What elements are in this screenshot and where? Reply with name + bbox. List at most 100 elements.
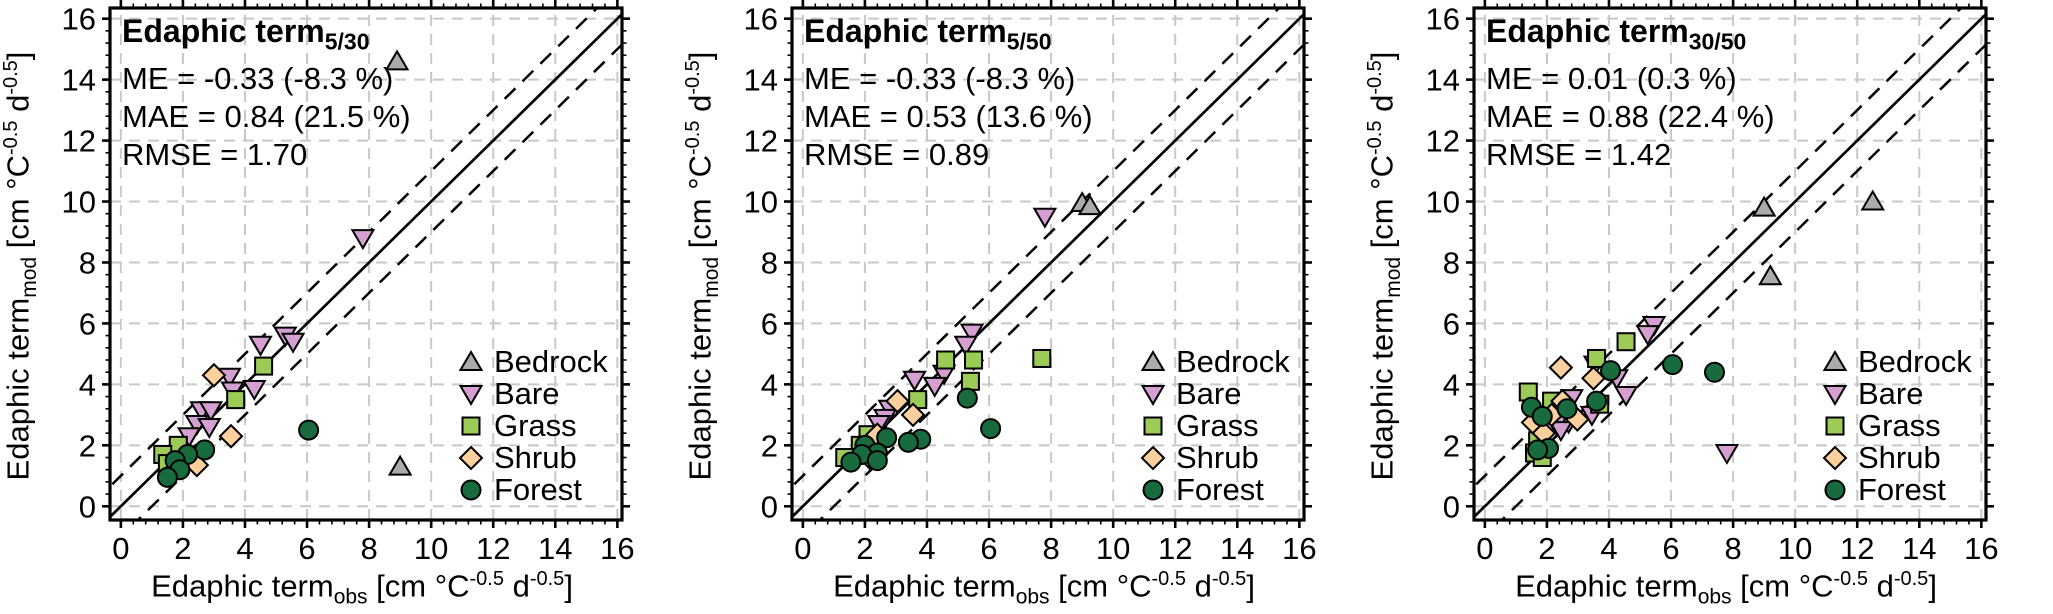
bare-marker-icon [1140, 385, 1166, 406]
x-tick-label: 2 [856, 531, 873, 566]
data-point-circle [1824, 479, 1846, 501]
y-tick-label: 4 [1443, 367, 1460, 402]
data-point-circle [1556, 398, 1578, 420]
data-point-diamond [1140, 445, 1166, 471]
x-axis-label: Edaphic termobs [cm °C-0.5 d-0.5] [151, 568, 573, 609]
stats-block-5-50: Edaphic term5/50 ME = -0.33 (-8.3 %) MAE… [804, 12, 1093, 174]
x-tick-label: 8 [1724, 531, 1741, 566]
shrub-marker-icon [1822, 445, 1848, 471]
bare-marker-icon [1822, 385, 1848, 406]
data-point-triangle-down [242, 379, 267, 401]
data-point-triangle-down [902, 370, 927, 392]
data-point-diamond [1548, 355, 1574, 381]
data-point-triangle-up [1822, 350, 1848, 371]
x-tick-label: 14 [1902, 531, 1936, 566]
x-tick-label: 8 [360, 531, 377, 566]
data-point-triangle-up [458, 350, 484, 371]
legend-item-forest: Forest [1136, 472, 1290, 507]
grass-marker-icon [1143, 416, 1163, 436]
scatter-plot-5-50: 00 2 2 4 4 6 6 8 8 10 10 12 12 14 14 16 16 [744, 0, 1317, 566]
data-point-square [1616, 332, 1636, 352]
y-tick-label: 4 [761, 367, 778, 402]
data-point-triangle-down [198, 401, 224, 423]
y-tick-label: 14 [744, 63, 778, 98]
y-tick-label: 4 [79, 367, 96, 402]
data-point-circle [1703, 361, 1725, 383]
y-tick-label: 2 [1443, 428, 1460, 463]
y-tick-label: 12 [744, 124, 778, 159]
data-point-triangle-down [1635, 325, 1661, 347]
legend-item-grass: Grass [1818, 408, 1972, 443]
tick-labels: 00 2 2 4 4 6 6 8 8 10 10 12 12 14 14 16 16 [1426, 2, 1999, 566]
band-line [792, 8, 1281, 489]
legend-item-forest: Forest [454, 472, 608, 507]
reference-lines [1474, 8, 1986, 520]
data-point-circle [194, 439, 216, 461]
data-point-circle [460, 479, 482, 501]
stats-block-30-50: Edaphic term30/50 ME = 0.01 (0.3 %) MAE … [1486, 12, 1775, 174]
legend: Bedrock Bare Grass Shrub Forest [1136, 344, 1290, 507]
data-point-diamond [885, 388, 910, 414]
x-tick-label: 12 [1840, 531, 1874, 566]
data-point-circle [298, 419, 320, 441]
y-tick-label: 12 [1426, 124, 1460, 159]
x-tick-label: 6 [1662, 531, 1679, 566]
stat-rmse: RMSE = 1.42 [1486, 137, 1672, 173]
stat-mae: MAE = 0.84 (21.5 %) [122, 99, 411, 135]
data-point-square [461, 416, 481, 436]
x-axis-label: Edaphic termobs [cm °C-0.5 d-0.5] [833, 568, 1255, 609]
shrub-marker-icon [1140, 445, 1166, 471]
x-tick-label: 14 [538, 531, 572, 566]
y-axis-label: Edaphic termmod [cm °C-0.5 d-0.5] [682, 51, 723, 481]
legend-label: Forest [494, 472, 582, 507]
forest-marker-icon [1142, 479, 1164, 501]
legend-item-grass: Grass [1136, 408, 1290, 443]
x-tick-label: 0 [1476, 531, 1493, 566]
panel-title: Edaphic term5/30 [122, 13, 370, 55]
scatter-plot-5-30: 00 2 2 4 4 6 6 8 8 10 10 12 12 14 14 16 16 [62, 0, 635, 566]
legend-item-shrub: Shrub [454, 440, 608, 475]
series-bare [1543, 315, 1740, 465]
plot-frame [1472, 6, 1988, 522]
y-tick-label: 10 [1426, 185, 1460, 220]
data-point-triangle-down [350, 229, 376, 251]
data-point-circle [156, 466, 178, 488]
data-point-circle [1531, 405, 1553, 427]
legend: Bedrock Bare Grass Shrub Forest [1818, 344, 1972, 507]
data-point-triangle-down [197, 418, 222, 440]
grass-marker-icon [1825, 416, 1845, 436]
data-point-circle [897, 431, 919, 453]
y-tick-label: 6 [761, 306, 778, 341]
series-forest [840, 387, 1002, 473]
legend-label: Bedrock [494, 344, 608, 379]
data-point-triangle-down [1613, 386, 1639, 408]
data-point-triangle-down [280, 332, 306, 354]
legend-item-bedrock: Bedrock [454, 344, 608, 379]
series-forest [1520, 354, 1725, 461]
x-tick-label: 12 [1158, 531, 1192, 566]
stat-mae: MAE = 0.88 (22.4 %) [1486, 99, 1775, 135]
data-point-diamond [1581, 365, 1606, 391]
y-tick-label: 14 [62, 63, 96, 98]
data-point-triangle-down [1032, 207, 1058, 229]
x-tick-label: 2 [174, 531, 191, 566]
x-tick-label: 16 [600, 531, 634, 566]
forest-marker-icon [1824, 479, 1846, 501]
stat-rmse: RMSE = 1.70 [122, 137, 308, 173]
legend-item-shrub: Shrub [1136, 440, 1290, 475]
gridlines [1474, 8, 1986, 520]
panel-title: Edaphic term30/50 [1486, 13, 1747, 55]
series-bedrock [1069, 191, 1103, 216]
data-point-square [960, 371, 980, 391]
data-point-diamond [458, 445, 484, 471]
plot-area-30-50: 0 0 2 2 4 4 6 6 8 8 10 10 12 12 14 14 16 16 Edaphic term3… [1406, 0, 2046, 566]
legend-item-bedrock: Bedrock [1818, 344, 1972, 379]
series-bare [176, 229, 376, 449]
y-tick-label: 16 [1426, 2, 1460, 37]
y-tick-label: 2 [79, 428, 96, 463]
data-point-square [226, 390, 246, 410]
data-point-diamond [900, 402, 926, 428]
